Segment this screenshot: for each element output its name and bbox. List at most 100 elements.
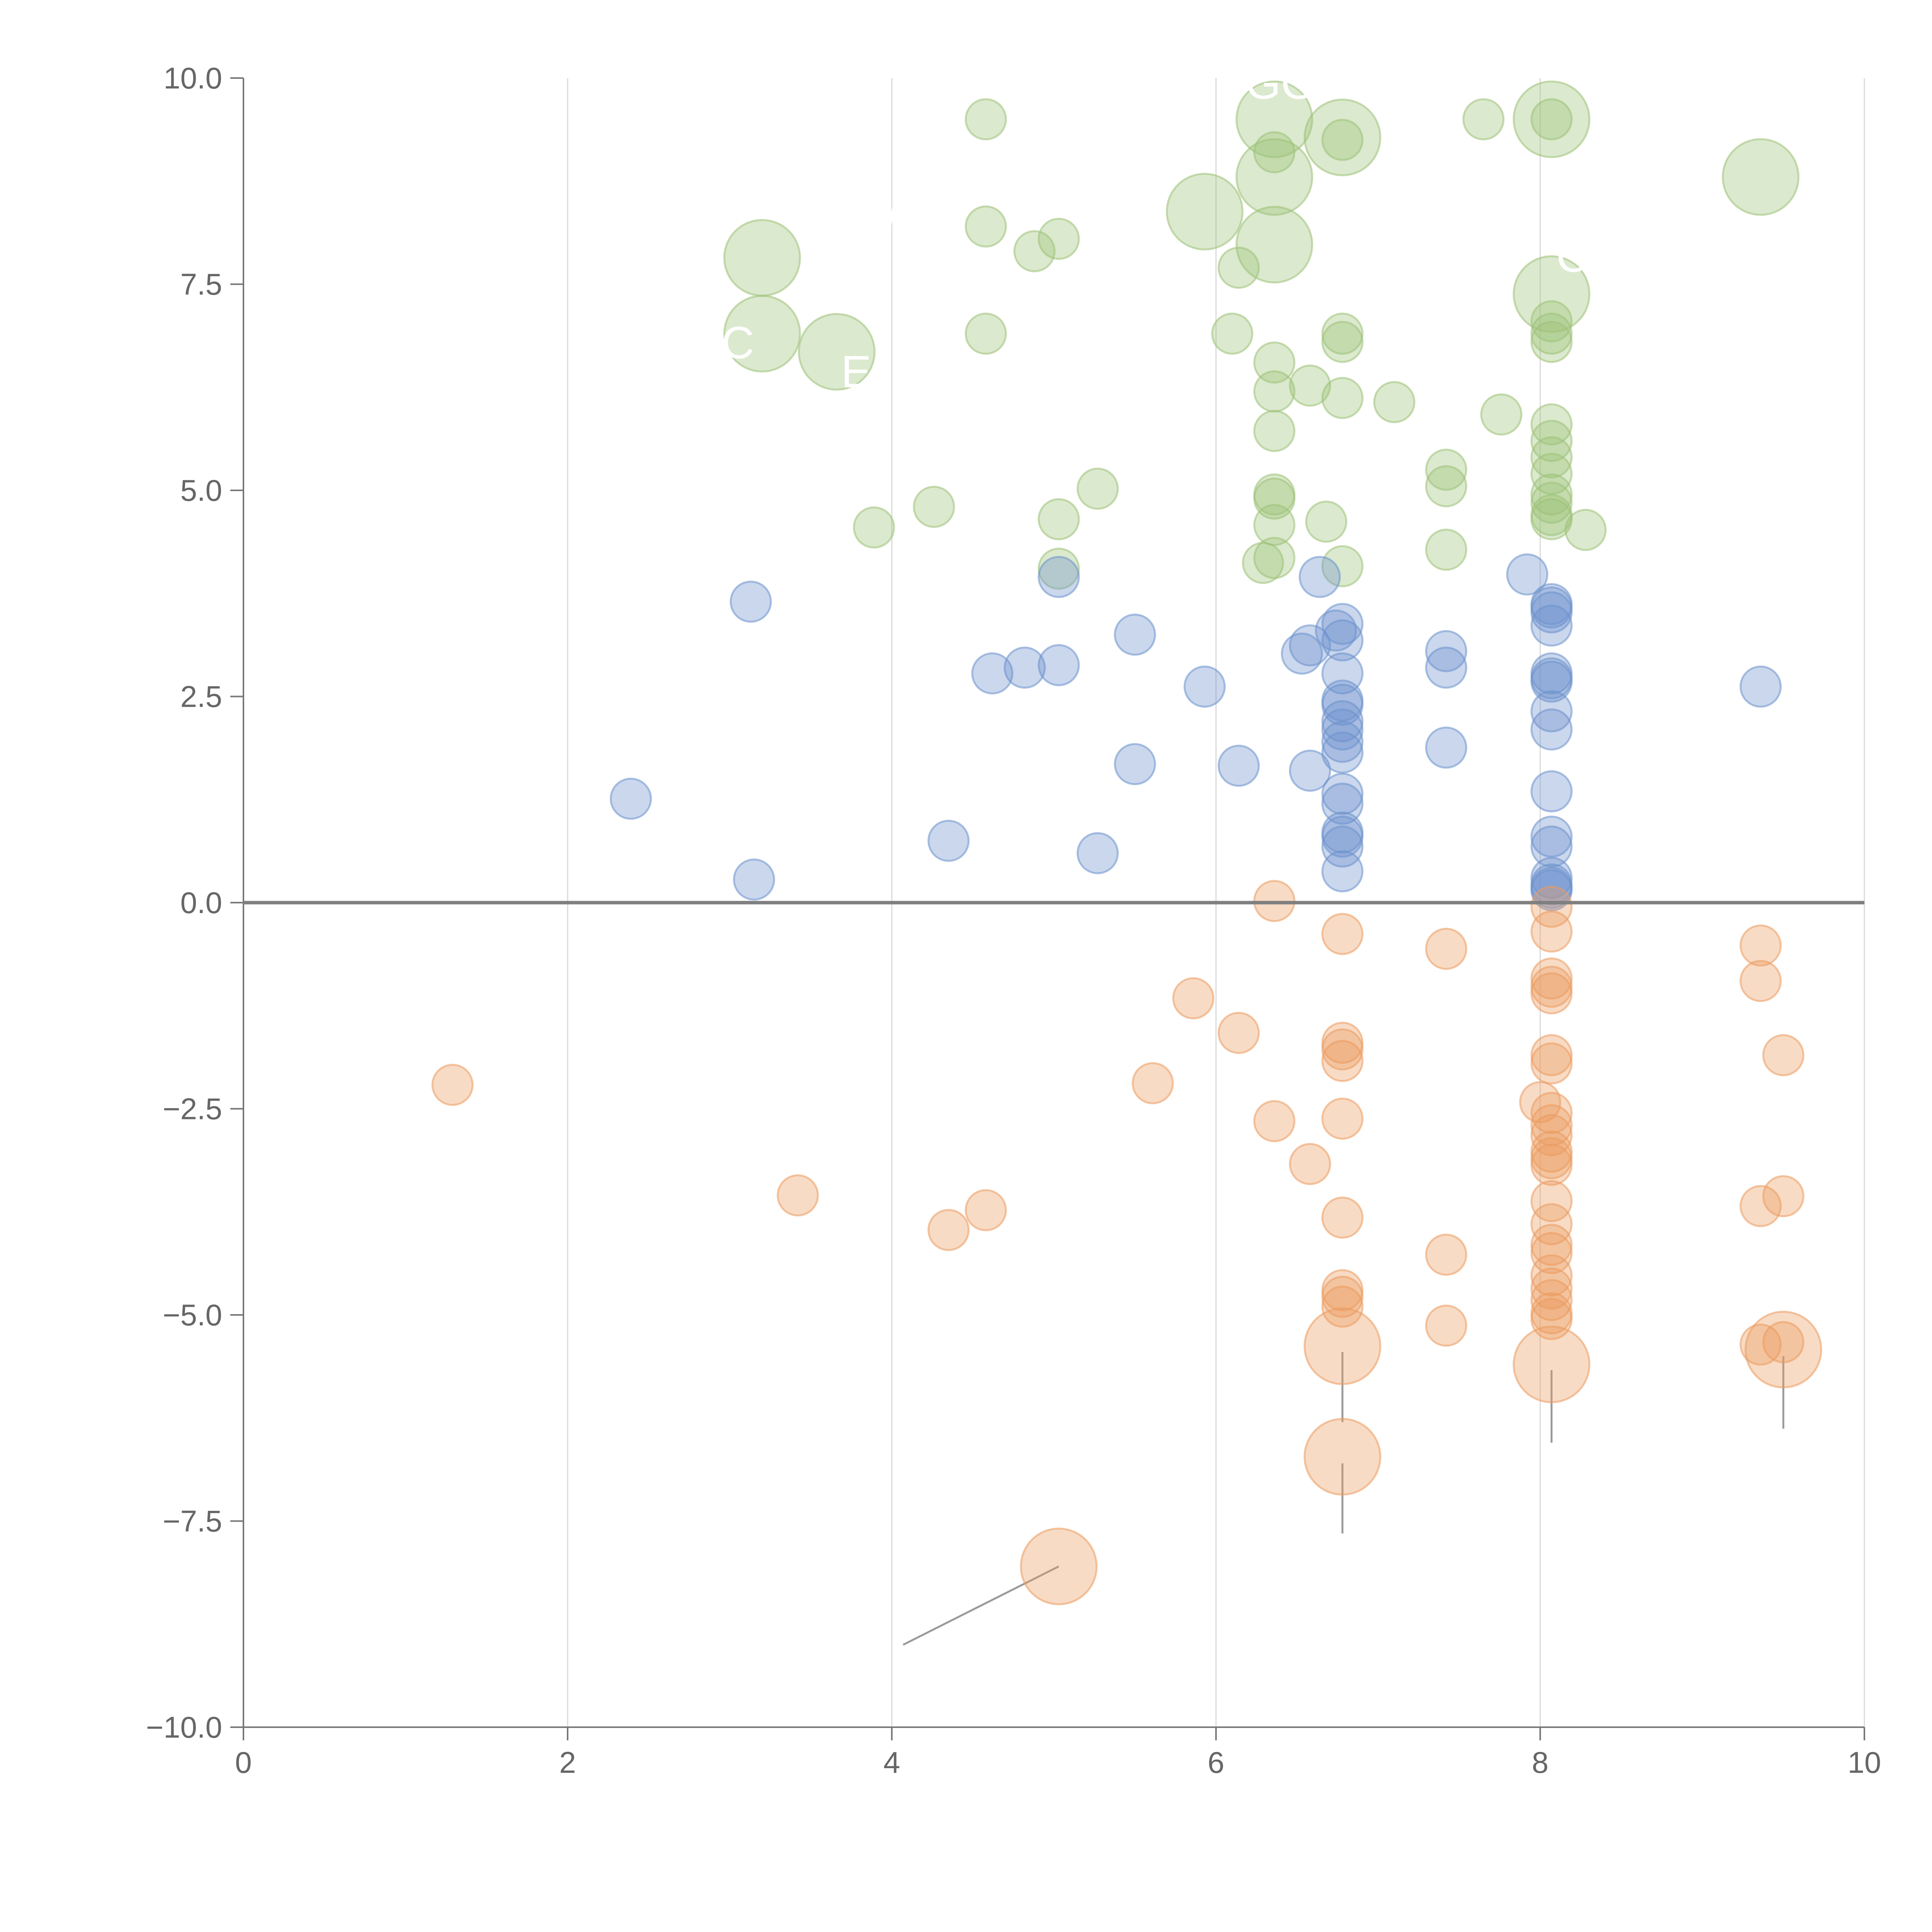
- green-point: [1564, 509, 1607, 551]
- green-point: [964, 313, 1007, 355]
- blue-point: [1003, 646, 1046, 689]
- orange-point: [1530, 1279, 1573, 1321]
- orange-point: [777, 1174, 819, 1217]
- blue-point: [1321, 782, 1364, 825]
- green-point: [1253, 537, 1296, 579]
- blue-point: [1321, 731, 1364, 774]
- green-point: [1013, 230, 1056, 272]
- blue-point: [1530, 770, 1573, 813]
- annotation-label: C: [721, 318, 754, 369]
- blue-point: [1425, 726, 1468, 769]
- orange-point: [1425, 928, 1468, 970]
- blue-point: [610, 777, 652, 820]
- annotation-label: GG: [1245, 58, 1316, 109]
- green-point: [1530, 321, 1573, 363]
- orange-point: [1218, 1012, 1260, 1054]
- green-point: [1512, 255, 1590, 333]
- y-tick-label: −2.5: [163, 1092, 222, 1126]
- annotation-leader-line: [1342, 128, 1375, 139]
- blue-point: [1530, 708, 1573, 751]
- blue-point: [1037, 644, 1080, 686]
- orange-point: [1530, 1042, 1573, 1085]
- y-tick-label: 0.0: [180, 886, 222, 920]
- orange-point: [431, 1064, 474, 1106]
- green-point: [1530, 420, 1573, 462]
- x-tick-label: 8: [1532, 1745, 1548, 1779]
- annotation-label: E: [841, 346, 871, 397]
- green-point: [1242, 542, 1284, 584]
- y-tick-label: 10.0: [163, 61, 222, 95]
- green-point: [1512, 80, 1590, 158]
- orange-point: [1530, 886, 1573, 928]
- green-point: [1530, 98, 1573, 141]
- blue-point: [1530, 869, 1573, 912]
- blue-point: [1289, 624, 1331, 667]
- orange-point: [1321, 1097, 1364, 1140]
- blue-point: [1037, 556, 1080, 598]
- orange-point: [1321, 1196, 1364, 1239]
- orange-point: [1321, 913, 1364, 955]
- blue-point: [1321, 815, 1364, 858]
- green-point: [1289, 364, 1331, 407]
- blue-point: [1114, 743, 1156, 785]
- orange-point: [964, 1189, 1007, 1231]
- annotation-label: C: [1556, 231, 1589, 282]
- blue-point: [1218, 745, 1260, 787]
- leader-lines: [737, 116, 1784, 1646]
- annotation-label: W: [875, 190, 918, 241]
- green-point: [1037, 498, 1080, 541]
- y-tick-label: 5.0: [180, 473, 222, 507]
- orange-point: [1253, 1100, 1296, 1143]
- green-point: [1253, 370, 1296, 413]
- green-point: [964, 205, 1007, 248]
- annotation-leader-line: [836, 356, 857, 368]
- orange-point: [1530, 1298, 1573, 1340]
- data-points: [431, 80, 1822, 1605]
- orange-point: [1762, 1321, 1804, 1363]
- blue-point: [1530, 825, 1573, 868]
- orange-point: [1744, 1311, 1822, 1389]
- blue-point: [1530, 815, 1573, 858]
- blue-point: [1321, 850, 1364, 893]
- orange-point: [1131, 1062, 1174, 1104]
- green-point: [1305, 500, 1347, 543]
- orange-point: [1762, 1175, 1804, 1218]
- annotation-leader-line: [737, 334, 763, 347]
- blue-point: [927, 820, 970, 862]
- green-point: [1321, 377, 1364, 419]
- y-tick-label: −10.0: [146, 1710, 222, 1744]
- green-point: [1425, 529, 1468, 571]
- annotation-leader-line: [737, 254, 763, 277]
- orange-point: [1530, 1092, 1573, 1134]
- orange-point: [1321, 1028, 1364, 1071]
- blue-point: [1321, 619, 1364, 662]
- x-tick-label: 2: [559, 1745, 576, 1779]
- blue-point: [730, 580, 772, 623]
- green-point: [1530, 498, 1573, 541]
- orange-point: [1425, 1304, 1468, 1347]
- blue-point: [971, 652, 1014, 695]
- green-point: [1211, 313, 1253, 355]
- annotation-leader-line: [903, 1565, 1060, 1646]
- green-point: [853, 506, 895, 549]
- annotations: GG W C E C: [721, 58, 1589, 397]
- green-point: [1321, 545, 1364, 587]
- y-tick-label: 2.5: [180, 680, 222, 714]
- orange-point: [1530, 1180, 1573, 1223]
- green-point: [1321, 119, 1364, 161]
- orange-point: [1425, 1233, 1468, 1276]
- green-point: [1303, 99, 1381, 177]
- green-point: [964, 98, 1007, 141]
- green-point: [1462, 98, 1505, 141]
- orange-point: [1740, 1185, 1782, 1227]
- orange-point: [1530, 1114, 1573, 1156]
- blue-point: [1321, 684, 1364, 726]
- orange-point: [1321, 1276, 1364, 1318]
- green-point: [1530, 436, 1573, 479]
- green-point: [1530, 481, 1573, 524]
- orange-point: [1172, 977, 1214, 1020]
- orange-point: [1530, 910, 1573, 953]
- green-point: [1166, 173, 1244, 251]
- green-point: [1253, 410, 1296, 452]
